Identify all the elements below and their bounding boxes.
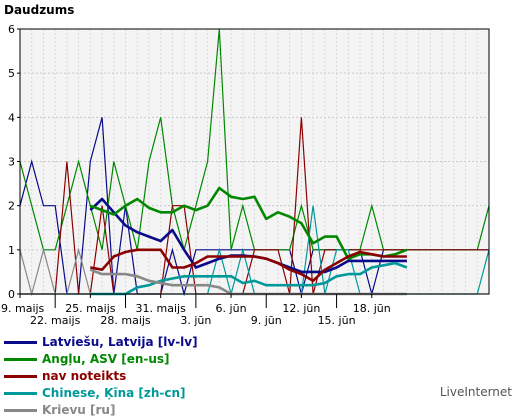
- legend-item: Angļu, ASV [en-us]: [4, 351, 198, 368]
- x-tick-label: 3. jūn: [180, 314, 211, 327]
- x-tick-label: 6. jūn: [216, 302, 247, 315]
- y-tick-label: 5: [8, 67, 15, 80]
- legend-swatch: [4, 341, 37, 344]
- x-tick-label: 9. jūn: [251, 314, 282, 327]
- legend-item: Chinese, Ķīna [zh-cn]: [4, 385, 198, 402]
- x-tick-label: 9. maijs: [1, 302, 45, 315]
- legend-swatch: [4, 392, 37, 395]
- legend-item: nav noteikts: [4, 368, 198, 385]
- series-line-daily: [20, 117, 489, 295]
- legend-label: Angļu, ASV [en-us]: [42, 352, 170, 366]
- legend-swatch: [4, 409, 37, 412]
- x-tick-label: 28. maijs: [100, 314, 151, 327]
- series-line-average: [90, 261, 408, 296]
- legend-label: nav noteikts: [42, 369, 127, 383]
- y-tick-label: 4: [8, 111, 15, 124]
- legend-label: Krievu [ru]: [42, 403, 116, 417]
- brand-label: LiveInternet: [439, 385, 512, 399]
- legend-swatch: [4, 358, 37, 361]
- y-tick-label: 2: [8, 200, 15, 213]
- y-tick-label: 1: [8, 244, 15, 257]
- x-tick-label: 18. jūn: [353, 302, 391, 315]
- y-tick-label: 0: [8, 288, 15, 301]
- y-tick-label: 3: [8, 156, 15, 169]
- x-tick-label: 12. jūn: [282, 302, 320, 315]
- x-tick-label: 25. maijs: [65, 302, 116, 315]
- legend-label: Chinese, Ķīna [zh-cn]: [42, 386, 186, 400]
- x-tick-label: 15. jūn: [318, 314, 356, 327]
- x-tick-label: 31. maijs: [136, 302, 187, 315]
- y-tick-label: 6: [8, 23, 15, 36]
- legend: Latviešu, Latvija [lv-lv] Angļu, ASV [en-…: [4, 334, 198, 419]
- legend-item: Latviešu, Latvija [lv-lv]: [4, 334, 198, 351]
- series-line-average: [90, 248, 407, 283]
- series-line-average: [89, 186, 408, 261]
- chart-title: Daudzums: [4, 3, 74, 17]
- legend-label: Latviešu, Latvija [lv-lv]: [42, 335, 198, 349]
- x-tick-label: 22. maijs: [30, 314, 81, 327]
- legend-swatch: [4, 375, 37, 378]
